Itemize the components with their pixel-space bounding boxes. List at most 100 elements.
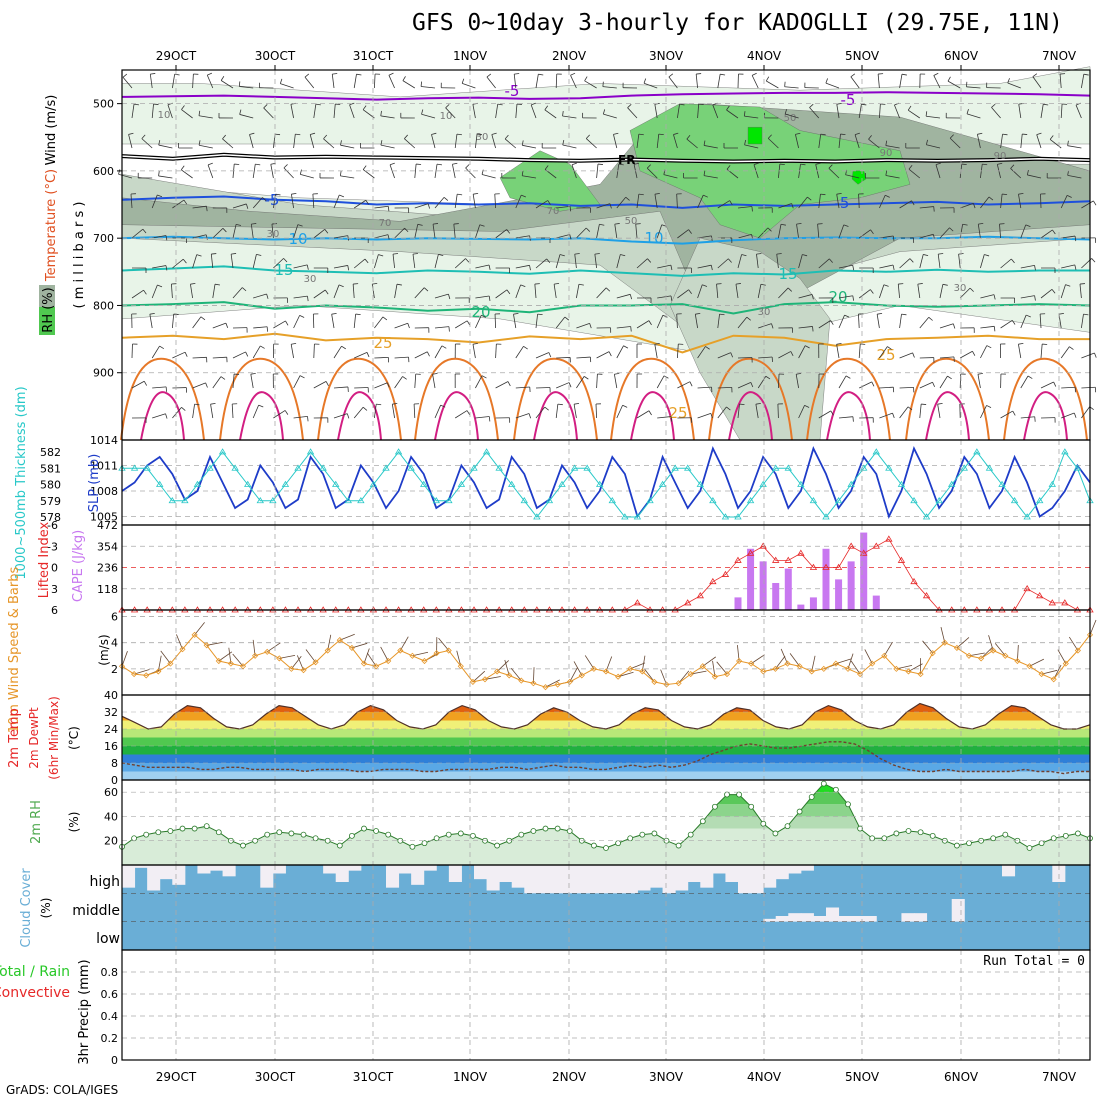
cape-bar — [772, 582, 780, 610]
wind-barb — [495, 381, 509, 389]
wind-barb — [151, 345, 160, 359]
wind-barb — [128, 134, 133, 149]
cloud-high-clear — [159, 865, 173, 880]
lifted-index-marker — [1048, 599, 1056, 606]
wind-barb — [879, 412, 893, 419]
wind-barb-flag — [1091, 258, 1096, 263]
wind10m-marker — [179, 646, 186, 653]
wind10m-marker — [348, 644, 355, 651]
wind-barb-flag — [1002, 193, 1008, 196]
wind-barb-flag — [544, 105, 549, 111]
rh2m-marker — [542, 825, 549, 832]
wind10m-marker — [929, 650, 936, 657]
wind-barb-flag — [796, 223, 802, 225]
wind-barb — [535, 352, 550, 359]
wind-barb — [717, 74, 721, 89]
wind-barb — [293, 415, 308, 419]
wind-barb-flag — [180, 165, 185, 171]
cape-bar — [872, 595, 880, 610]
wind10m-barb — [545, 679, 560, 688]
wind10m-barb — [305, 649, 316, 663]
wind-barb-flag — [836, 342, 842, 345]
thickness-marker — [206, 464, 214, 471]
wind-barb — [859, 381, 872, 389]
wind-barb — [757, 227, 769, 239]
wind-barb-flag — [271, 223, 277, 225]
wind-barb — [475, 416, 490, 419]
wind-barb — [960, 350, 973, 359]
wind10m-marker — [1050, 676, 1057, 683]
wind-barb — [712, 104, 719, 119]
temp-color-band — [122, 729, 1090, 738]
thickness-marker — [696, 480, 704, 487]
wind10m-barb — [988, 635, 994, 651]
wind-barb — [263, 107, 274, 119]
wind-barb — [454, 134, 458, 149]
wind-barb-flag — [299, 375, 305, 379]
thickness-marker — [294, 464, 302, 471]
rh2m-marker — [712, 803, 718, 810]
wind-barb — [212, 322, 227, 329]
wind10m-barb — [716, 661, 728, 675]
wind-barb — [676, 193, 678, 209]
wind-barb — [576, 376, 585, 389]
pressure-tick-label: 600 — [93, 165, 114, 178]
wind-barb — [744, 144, 759, 149]
wind-barb — [475, 375, 483, 389]
wind-barb — [454, 258, 466, 269]
wind-barb — [656, 315, 664, 329]
date-label-top: 1NOV — [453, 49, 488, 63]
wind-barb — [1027, 174, 1042, 179]
thickness-marker — [1010, 496, 1019, 504]
cloud-high-clear — [612, 865, 626, 894]
wind-barb-flag — [892, 413, 895, 419]
thickness-marker — [193, 480, 202, 487]
wind10m-marker — [615, 673, 622, 680]
wind-barb — [333, 265, 348, 269]
rh-contour-label: 50 — [784, 113, 797, 124]
date-label-bottom: 1NOV — [453, 1070, 488, 1084]
wind-barb — [313, 343, 315, 359]
wind-barb-flag — [380, 140, 383, 146]
wind10m-marker — [602, 668, 610, 675]
wind-barb-flag — [812, 326, 814, 332]
wind10m-barb — [896, 665, 913, 670]
wind-barb — [445, 107, 456, 119]
wind-barb — [616, 254, 621, 269]
wind-barb — [192, 205, 207, 209]
temp2m-unit-label: (°C) — [67, 726, 81, 750]
wind10m-barb — [291, 656, 302, 670]
wind-barb — [1075, 104, 1082, 119]
wind-barb — [280, 83, 294, 89]
wind-barb — [737, 382, 751, 389]
wind-barb-flag — [602, 109, 606, 115]
thickness-marker — [658, 480, 667, 487]
wind-barb — [232, 351, 246, 359]
wind10m-barb — [366, 652, 377, 667]
wind-barb — [475, 264, 490, 269]
wind10m-barb — [266, 642, 281, 653]
wind-barb — [515, 386, 530, 389]
isotherm-35-loop — [533, 391, 578, 441]
wind-barb — [809, 107, 820, 119]
wind-barb — [919, 206, 934, 209]
wind-barb — [414, 203, 429, 209]
wind-barb-flag — [339, 194, 345, 198]
wind-barb — [434, 164, 438, 179]
cloud-high-clear — [700, 865, 714, 888]
wind-barb — [333, 413, 348, 419]
wind-barb — [504, 138, 517, 149]
wind10m-barb — [660, 669, 667, 685]
wind-barb-flag — [421, 109, 424, 115]
wind-barb — [1040, 381, 1054, 389]
wind-barb-flag — [210, 402, 216, 405]
cape-tick-label: 472 — [97, 519, 118, 532]
wind-barb — [858, 104, 862, 119]
wind-barb-flag — [705, 346, 710, 350]
wind-barb — [1060, 195, 1068, 209]
precip-tick-label: 0.4 — [101, 1010, 119, 1023]
wind-barb-flag — [443, 197, 449, 201]
wind-barb-flag — [362, 105, 367, 110]
wind10m-marker — [687, 671, 694, 678]
wind-barb — [252, 254, 257, 269]
